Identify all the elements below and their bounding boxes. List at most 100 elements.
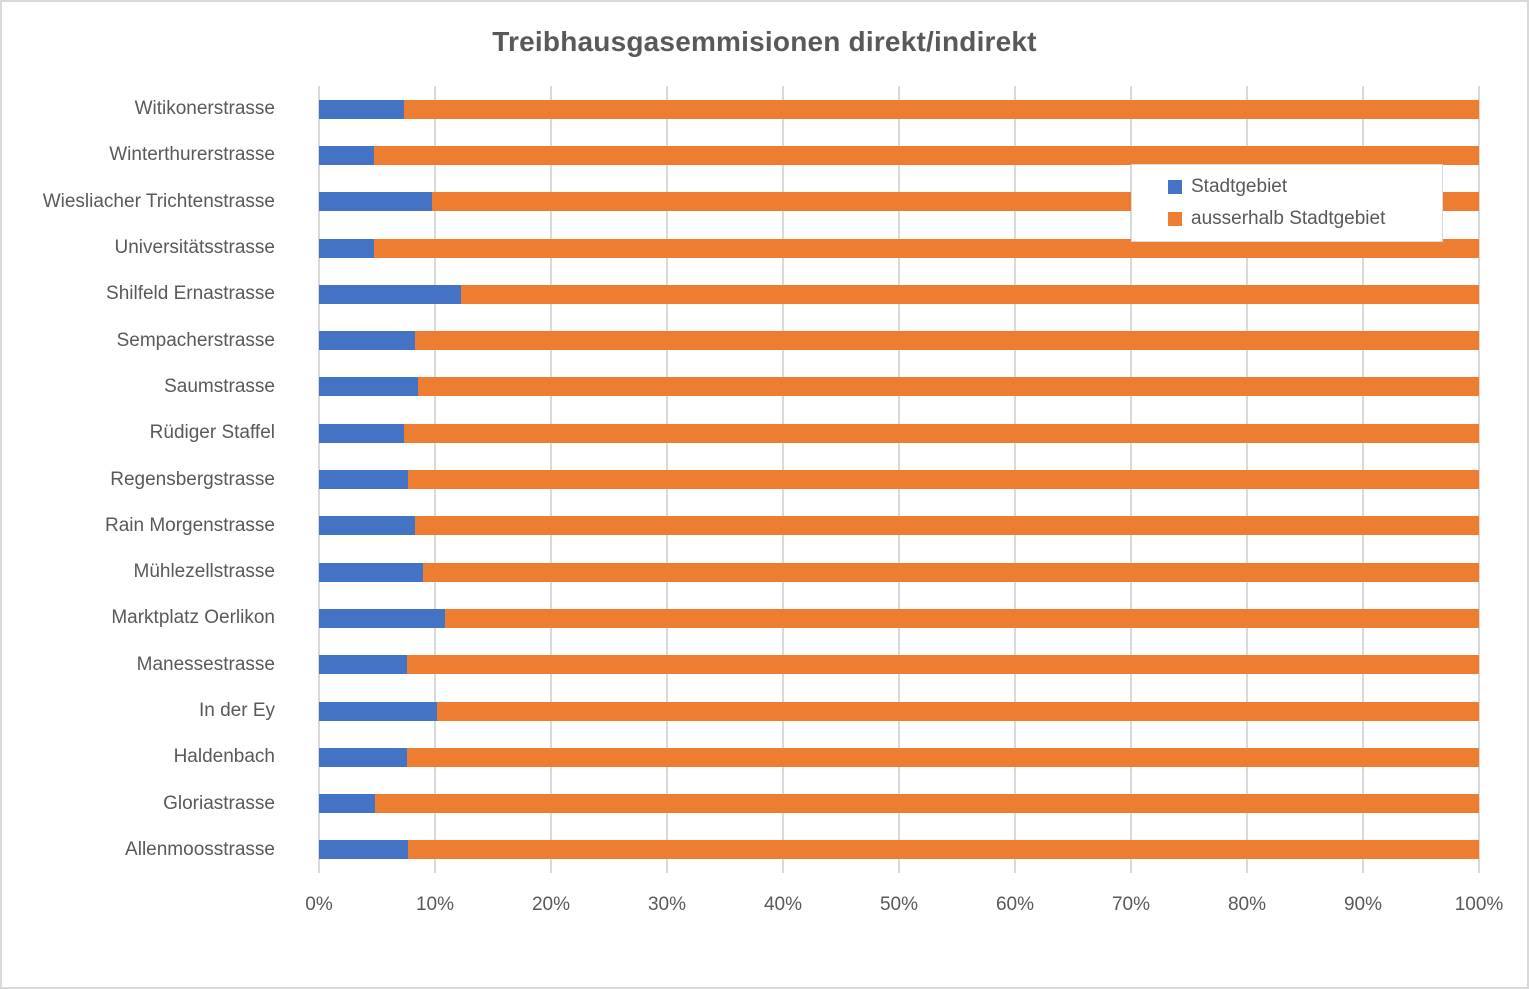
bar-segment-stadtgebiet xyxy=(319,840,409,860)
bar-segment-ausserhalb-stadtgebiet xyxy=(403,423,1479,443)
bar-row xyxy=(319,364,1479,410)
bar-segment-stadtgebiet xyxy=(319,701,438,721)
category-label: Allenmoosstrasse xyxy=(125,838,275,860)
bar-row xyxy=(319,503,1479,549)
bar-segment-ausserhalb-stadtgebiet xyxy=(437,701,1479,721)
bar-stack xyxy=(319,238,1479,258)
bar-row xyxy=(319,734,1479,780)
bar-segment-ausserhalb-stadtgebiet xyxy=(460,284,1479,304)
bar-segment-stadtgebiet xyxy=(319,192,432,212)
bar-segment-stadtgebiet xyxy=(319,655,408,675)
bar-segment-ausserhalb-stadtgebiet xyxy=(415,331,1479,351)
legend-swatch-icon xyxy=(1168,212,1182,226)
bar-row xyxy=(319,780,1479,826)
category-label: Gloriastrasse xyxy=(163,792,275,814)
bar-segment-ausserhalb-stadtgebiet xyxy=(408,840,1479,860)
category-label: Manessestrasse xyxy=(136,653,275,675)
bar-stack xyxy=(319,470,1479,490)
bar-stack xyxy=(319,145,1479,165)
bar-stack xyxy=(319,377,1479,397)
category-label: Wiesliacher Trichtenstrasse xyxy=(42,190,275,212)
x-axis-tick-label: 60% xyxy=(995,894,1035,915)
x-axis-tick-label: 20% xyxy=(531,894,571,915)
bar-segment-stadtgebiet xyxy=(319,562,424,582)
bar-row xyxy=(319,410,1479,456)
x-axis-tick-label: 40% xyxy=(763,894,803,915)
bar-segment-stadtgebiet xyxy=(319,238,374,258)
x-axis-tick-label: 10% xyxy=(415,894,455,915)
x-axis-labels: 0% 10% 20% 30% 40% 50% 60% 70% 80% 90% 100% xyxy=(305,894,1503,924)
bar-stack xyxy=(319,655,1479,675)
bar-stack xyxy=(319,701,1479,721)
legend-item: Stadtgebiet xyxy=(1168,176,1432,198)
category-label: Sempacherstrasse xyxy=(116,329,275,351)
bar-segment-stadtgebiet xyxy=(319,99,404,119)
legend: Stadtgebiet ausserhalb Stadtgebiet xyxy=(1131,164,1443,242)
bar-segment-ausserhalb-stadtgebiet xyxy=(408,470,1479,490)
category-label: Witikonerstrasse xyxy=(134,98,275,120)
category-label: Saumstrasse xyxy=(164,375,275,397)
bar-segment-stadtgebiet xyxy=(319,608,446,628)
x-axis-tick-label: 50% xyxy=(879,894,919,915)
bar-row xyxy=(319,642,1479,688)
x-axis-tick-label: 70% xyxy=(1111,894,1151,915)
bar-stack xyxy=(319,608,1479,628)
x-axis-tick-label: 90% xyxy=(1343,894,1383,915)
bar-segment-ausserhalb-stadtgebiet xyxy=(407,655,1479,675)
category-label: Rüdiger Staffel xyxy=(149,422,275,444)
bar-segment-stadtgebiet xyxy=(319,516,416,536)
bar-row xyxy=(319,225,1479,271)
bar-segment-ausserhalb-stadtgebiet xyxy=(423,562,1479,582)
bar-row xyxy=(319,86,1479,132)
bar-segment-stadtgebiet xyxy=(319,331,416,351)
bar-stack xyxy=(319,747,1479,767)
legend-label: ausserhalb Stadtgebiet xyxy=(1191,208,1386,229)
category-label: Universitätsstrasse xyxy=(114,237,276,259)
category-label: Winterthurerstrasse xyxy=(109,144,275,166)
bar-segment-stadtgebiet xyxy=(319,284,461,304)
bar-stack xyxy=(319,423,1479,443)
bar-segment-ausserhalb-stadtgebiet xyxy=(373,145,1479,165)
bar-row xyxy=(319,132,1479,178)
legend-item: ausserhalb Stadtgebiet xyxy=(1168,208,1432,230)
gridline xyxy=(1478,86,1480,873)
bar-segment-stadtgebiet xyxy=(319,377,418,397)
chart-title: Treibhausgasemmisionen direkt/indirekt xyxy=(492,26,1037,57)
x-axis-tick-label: 30% xyxy=(647,894,687,915)
bar-stack xyxy=(319,99,1479,119)
category-label: Shilfeld Ernastrasse xyxy=(106,283,275,305)
bar-row xyxy=(319,317,1479,363)
bar-row xyxy=(319,456,1479,502)
bar-segment-ausserhalb-stadtgebiet xyxy=(374,794,1479,814)
bar-segment-stadtgebiet xyxy=(319,423,404,443)
y-axis-labels: Witikonerstrasse Winterthurerstrasse Wiesl… xyxy=(2,86,297,873)
bar-stack xyxy=(319,331,1479,351)
bar-row xyxy=(319,271,1479,317)
bar-row xyxy=(319,549,1479,595)
legend-label: Stadtgebiet xyxy=(1191,176,1288,197)
bar-row xyxy=(319,595,1479,641)
bar-stack xyxy=(319,562,1479,582)
legend-swatch-icon xyxy=(1168,180,1182,194)
category-label: In der Ey xyxy=(198,700,275,721)
bar-segment-ausserhalb-stadtgebiet xyxy=(407,747,1479,767)
bar-stack xyxy=(319,284,1479,304)
category-label: Marktplatz Oerlikon xyxy=(111,607,275,629)
bar-stack xyxy=(319,516,1479,536)
bar-segment-stadtgebiet xyxy=(319,145,374,165)
bar-segment-stadtgebiet xyxy=(319,470,409,490)
category-label: Rain Morgenstrasse xyxy=(104,514,275,536)
bar-stack xyxy=(319,840,1479,860)
bar-row xyxy=(319,688,1479,734)
x-axis-tick-label: 80% xyxy=(1227,894,1267,915)
category-label: Mühlezellstrasse xyxy=(133,561,276,583)
bar-segment-ausserhalb-stadtgebiet xyxy=(373,238,1479,258)
bar-segment-stadtgebiet xyxy=(319,794,375,814)
bar-segment-stadtgebiet xyxy=(319,747,408,767)
x-axis-tick-label: 100% xyxy=(1454,894,1504,915)
bar-segment-ausserhalb-stadtgebiet xyxy=(403,99,1479,119)
bar-stack xyxy=(319,794,1479,814)
bar-segment-ausserhalb-stadtgebiet xyxy=(417,377,1479,397)
x-axis-tick-label: 0% xyxy=(305,894,333,915)
